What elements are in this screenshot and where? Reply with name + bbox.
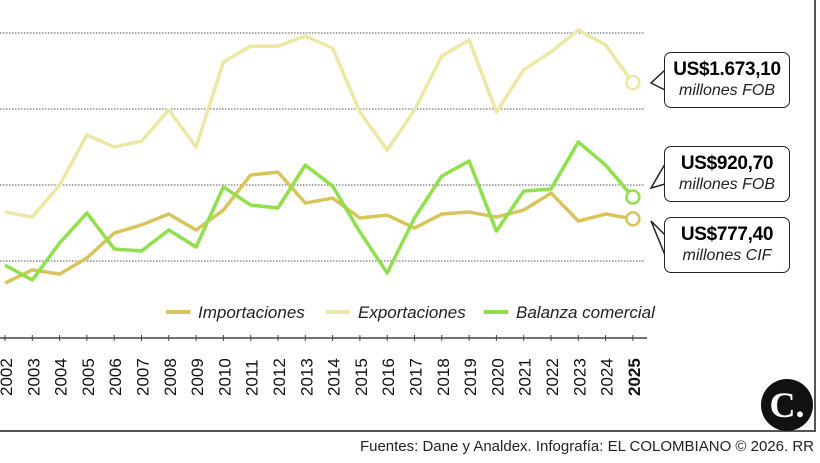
- x-tick-label: 2013: [297, 358, 316, 396]
- source-footer: Fuentes: Dane y Analdex. Infografía: EL …: [359, 438, 814, 455]
- series-line-balanza-comercial: [4, 140, 635, 282]
- x-tick-label: 2019: [461, 358, 480, 396]
- legend-label: Importaciones: [198, 303, 305, 322]
- x-tick-label: 2007: [134, 358, 153, 396]
- x-tick-label: 2017: [407, 358, 426, 396]
- x-tick-label: 2020: [488, 358, 507, 396]
- x-tick-label: 2005: [79, 358, 98, 396]
- callout-unit: millones FOB: [678, 82, 776, 99]
- callout-unit: millones CIF: [682, 247, 772, 264]
- end-marker: [625, 189, 641, 205]
- x-tick-label: 2016: [379, 358, 398, 396]
- x-tick-label: 2009: [188, 358, 207, 396]
- series-line-importaciones: [4, 170, 634, 285]
- callout-balanza: US$920,70 millones FOB: [664, 146, 790, 202]
- x-tick-label: 2004: [52, 358, 71, 396]
- x-tick-label: 2002: [0, 358, 16, 396]
- el-colombiano-logo: C.: [761, 379, 813, 431]
- frame-border-bottom: [0, 430, 816, 432]
- x-tick-label: 2012: [270, 358, 289, 396]
- callout-value: US$1.673,10: [673, 59, 781, 80]
- series-line-exportaciones: [4, 28, 635, 219]
- callout-unit: millones FOB: [678, 176, 776, 193]
- frame-border-right: [814, 0, 816, 431]
- x-tick-label: 2021: [516, 358, 535, 396]
- callout-pointer: [650, 220, 666, 256]
- x-tick-label: 2010: [215, 358, 234, 396]
- callout-exportaciones: US$1.673,10 millones FOB: [664, 52, 790, 108]
- x-tick-label: 2022: [543, 358, 562, 396]
- x-tick-label: 2023: [570, 358, 589, 396]
- callout-value: US$920,70: [680, 153, 774, 174]
- legend-label: Balanza comercial: [516, 303, 656, 322]
- x-tick-label: 2014: [325, 358, 344, 396]
- end-marker: [625, 211, 641, 227]
- x-tick-label: 2025: [625, 358, 644, 396]
- end-marker: [625, 74, 641, 91]
- x-tick-label: 2008: [161, 358, 180, 396]
- callout-importaciones: US$777,40 millones CIF: [664, 217, 790, 273]
- callout-pointer: [649, 69, 666, 91]
- x-tick-label: 2003: [24, 358, 43, 396]
- callout-pointer: [649, 163, 666, 190]
- x-tick-label: 2006: [106, 358, 125, 396]
- x-tick-label: 2024: [598, 358, 617, 396]
- x-tick-label: 2011: [243, 359, 262, 396]
- line-chart: 2002 2003 2004 2005 2006 2007 2008 2009 2010 2011…: [0, 28, 666, 396]
- callout-value: US$777,40: [680, 224, 774, 245]
- x-tick-label: 2018: [434, 358, 453, 396]
- x-tick-label: 2015: [352, 358, 371, 396]
- legend-label: Exportaciones: [358, 303, 466, 322]
